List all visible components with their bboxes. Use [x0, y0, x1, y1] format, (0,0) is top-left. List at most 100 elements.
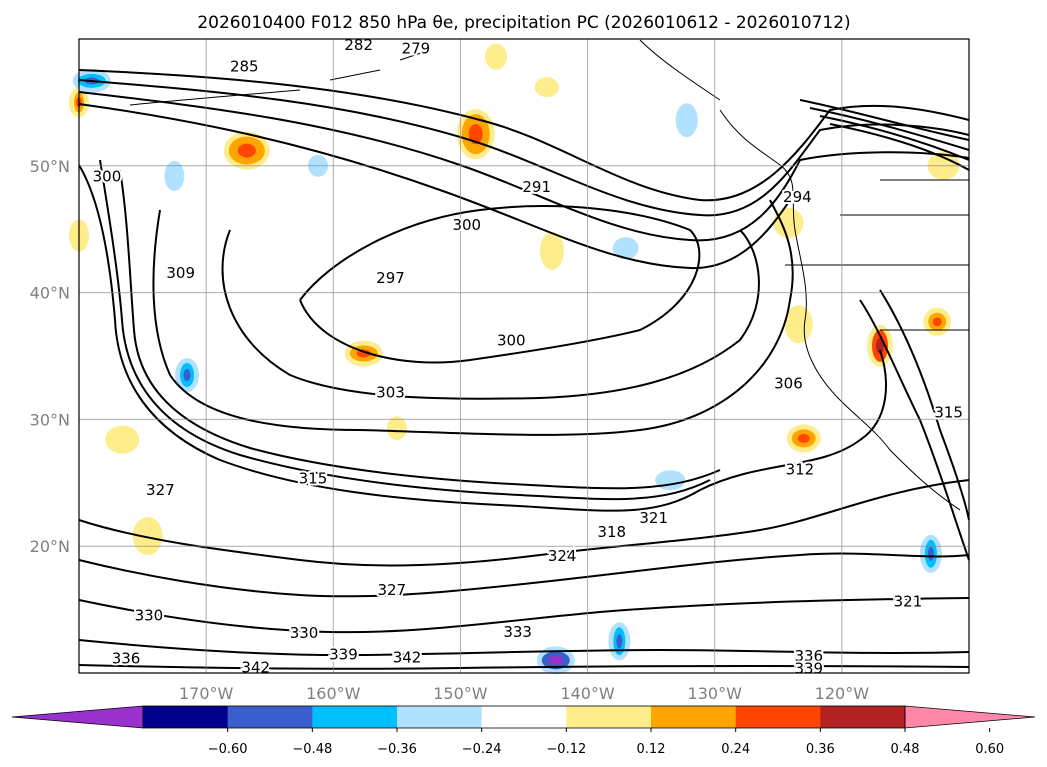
contour-label: 315	[934, 404, 963, 422]
x-tick-label: 140°W	[560, 684, 615, 703]
contour-label: 294	[783, 188, 812, 206]
y-tick-label: 30°N	[30, 410, 70, 429]
contour-label: 312	[786, 461, 815, 479]
colorbar-tick-label: 0.48	[891, 742, 920, 757]
contour-label: 339	[794, 660, 823, 678]
precip-patch-core	[237, 143, 256, 158]
contour-line	[78, 69, 970, 202]
colorbar-segment	[312, 706, 398, 728]
contour-line	[859, 299, 970, 561]
precipitation-layer	[69, 43, 960, 675]
contour-line	[879, 289, 970, 521]
precip-patch	[391, 421, 402, 436]
contour-line	[152, 199, 794, 436]
theta-e-contours	[78, 69, 970, 670]
contour-label: 321	[639, 509, 668, 527]
contour-line	[78, 91, 970, 242]
x-tick-label: 120°W	[815, 684, 870, 703]
colorbar-segment	[481, 706, 567, 728]
contour-label: 309	[166, 264, 195, 282]
precip-patch	[544, 236, 559, 265]
precip-patch	[490, 48, 503, 65]
contour-label: 303	[376, 383, 405, 401]
contour-line	[78, 103, 791, 270]
colorbar-tick-label: 0.12	[637, 742, 666, 757]
colorbar-segment	[820, 706, 906, 728]
x-tick-label: 130°W	[688, 684, 743, 703]
x-tick-label: 150°W	[433, 684, 488, 703]
y-tick-label: 50°N	[30, 157, 70, 176]
precip-patch	[789, 310, 808, 339]
coastline	[129, 39, 969, 511]
contour-label: 300	[93, 168, 122, 186]
precip-patch-core	[468, 124, 483, 145]
colorbar-tick-label: 0.60	[975, 742, 1004, 757]
colorbar-segment	[397, 706, 483, 728]
contour-label: 330	[290, 624, 319, 642]
precip-patch-core	[183, 369, 191, 382]
colorbar-segment	[227, 706, 313, 728]
contour-label: 315	[299, 469, 328, 487]
precip-patch	[539, 82, 554, 93]
contour-label: 291	[522, 178, 551, 196]
contour-label: 324	[548, 547, 577, 565]
contour-line	[99, 159, 711, 501]
contour-label: 300	[452, 216, 481, 234]
gridlines	[79, 39, 969, 673]
colorbar-extend-low	[11, 705, 144, 729]
colorbar-frame	[142, 705, 906, 729]
contour-line	[221, 229, 760, 400]
colorbar-tick-label: −0.48	[292, 742, 332, 757]
precip-patch	[110, 430, 135, 449]
contour-label: 297	[376, 269, 405, 287]
precip-patch	[169, 165, 180, 186]
contour-label: 342	[393, 648, 422, 666]
contour-label: 318	[597, 523, 626, 541]
contour-line	[78, 597, 970, 634]
precip-patch-core	[927, 546, 934, 561]
precip-patch-core	[616, 634, 623, 649]
contour-label: 306	[774, 374, 803, 392]
chart-title: 2026010400 F012 850 hPa θe, precipitatio…	[197, 13, 850, 33]
colorbar: −0.60 −0.48 −0.36 −0.24 −0.12 0.12 0.24 0.36 0.4…	[11, 705, 1036, 757]
colorbar-segment	[735, 706, 821, 728]
contour-label: 336	[794, 647, 823, 665]
contour-line	[799, 99, 970, 171]
contour-line	[78, 479, 970, 567]
y-axis: 20°N 30°N 40°N 50°N	[30, 157, 70, 556]
colorbar-segment	[143, 706, 229, 728]
colorbar-segment	[651, 706, 737, 728]
colorbar-extend-high	[904, 705, 1036, 729]
contour-label: 333	[503, 623, 532, 641]
precip-patch	[680, 108, 693, 133]
precip-patch-core	[797, 433, 810, 443]
colorbar-tick-label: 0.24	[721, 742, 750, 757]
precip-patch-core	[548, 655, 563, 665]
precip-patch-core	[932, 317, 942, 327]
colorbar-segment	[566, 706, 652, 728]
map-frame	[78, 38, 970, 674]
contour-line	[78, 552, 970, 598]
x-tick-label: 160°W	[306, 684, 361, 703]
contour-line	[119, 169, 721, 490]
contour-label: 336	[112, 650, 141, 668]
contour-label: 279	[402, 40, 431, 58]
contour-label: 330	[135, 606, 164, 624]
contour-label: 339	[329, 646, 358, 664]
contour-label: 327	[377, 581, 406, 599]
contour-label: 342	[241, 658, 270, 676]
contour-label: 327	[146, 481, 175, 499]
x-axis: 170°W 160°W 150°W 140°W 130°W 120°W	[179, 684, 869, 703]
x-tick-label: 170°W	[179, 684, 234, 703]
y-tick-label: 40°N	[30, 284, 70, 303]
y-tick-label: 20°N	[30, 537, 70, 556]
contour-label: 321	[894, 592, 923, 610]
contour-label: 300	[497, 331, 526, 349]
contour-line	[299, 205, 701, 364]
precip-patch	[617, 242, 634, 255]
contour-line	[78, 639, 970, 657]
colorbar-tick-label: −0.12	[546, 742, 586, 757]
colorbar-tick-label: −0.60	[208, 742, 248, 757]
colorbar-tick-label: −0.36	[377, 742, 417, 757]
